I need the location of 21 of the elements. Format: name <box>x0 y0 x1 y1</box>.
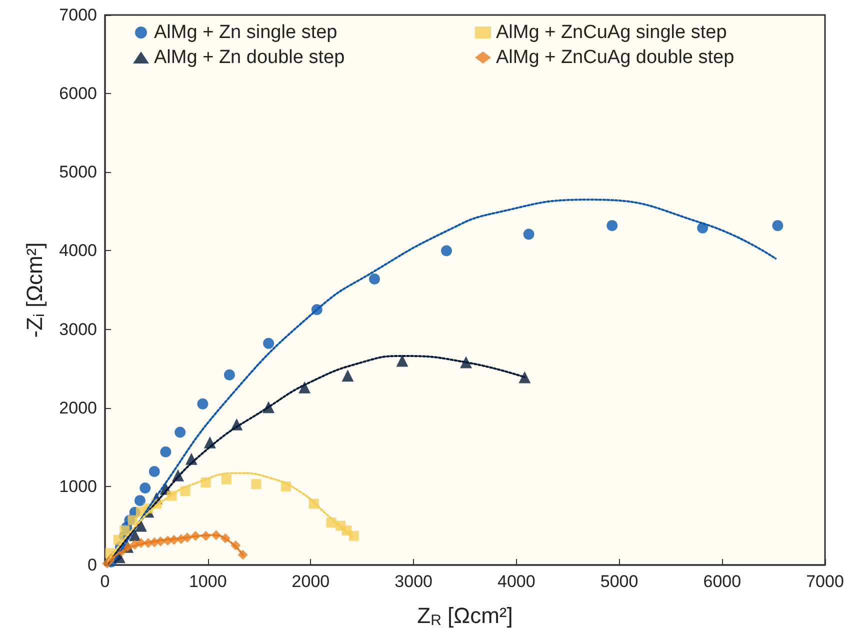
y-tick-label: 4000 <box>59 241 97 260</box>
y-tick-label: 3000 <box>59 320 97 339</box>
y-tick-label: 2000 <box>59 398 97 418</box>
x-tick-label: 0 <box>100 572 110 591</box>
x-tick-label: 4000 <box>498 572 536 591</box>
x-tick-label: 5000 <box>600 572 638 591</box>
legend-label: AlMg + Zn double step <box>154 47 345 68</box>
y-axis-title: -Zi [Ωcm²] <box>22 242 48 338</box>
x-tick-label: 2000 <box>292 572 330 591</box>
x-tick-label: 3000 <box>394 572 432 591</box>
legend-label: AlMg + ZnCuAg double step <box>496 47 734 68</box>
y-tick-label: 0 <box>88 556 97 574</box>
legend-label: AlMg + Zn single step <box>154 22 338 43</box>
y-tick-label: 7000 <box>59 6 97 24</box>
y-tick-label: 5000 <box>59 162 97 182</box>
legend-label: AlMg + ZnCuAg single step <box>496 22 727 43</box>
y-tick-label: 1000 <box>59 476 97 496</box>
x-tick-label: 7000 <box>806 572 844 591</box>
x-tick-label: 1000 <box>188 572 227 591</box>
y-tick-label: 6000 <box>59 84 97 104</box>
x-tick-label: 6000 <box>703 572 742 591</box>
